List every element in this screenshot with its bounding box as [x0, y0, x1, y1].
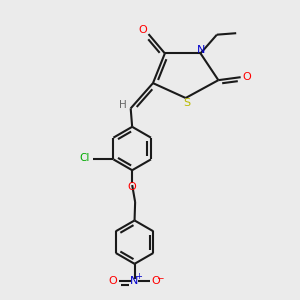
Text: O: O	[139, 25, 148, 34]
Text: O: O	[109, 276, 118, 286]
Text: −: −	[156, 273, 163, 282]
Text: N: N	[197, 45, 206, 55]
Text: S: S	[183, 98, 190, 108]
Text: Cl: Cl	[80, 153, 90, 163]
Text: O: O	[128, 182, 136, 193]
Text: +: +	[135, 272, 142, 281]
Text: N: N	[130, 276, 139, 286]
Text: O: O	[151, 276, 160, 286]
Text: H: H	[119, 100, 127, 110]
Text: O: O	[243, 72, 252, 82]
